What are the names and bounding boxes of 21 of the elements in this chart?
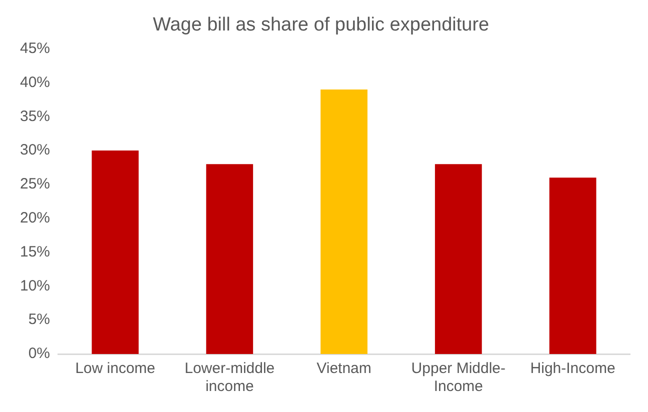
y-tick-label: 20% bbox=[20, 209, 50, 226]
bar bbox=[434, 164, 482, 354]
y-tick-label: 5% bbox=[28, 311, 50, 328]
y-tick-label: 45% bbox=[20, 40, 50, 57]
x-tick-label: Vietnam bbox=[316, 360, 372, 378]
y-tick-label: 0% bbox=[28, 345, 50, 362]
bar bbox=[320, 89, 368, 354]
y-tick-label: 35% bbox=[20, 108, 50, 125]
y-tick-label: 40% bbox=[20, 74, 50, 91]
x-tick-label: High-Income bbox=[530, 360, 616, 378]
bar bbox=[206, 164, 254, 354]
bar bbox=[549, 178, 596, 354]
y-tick-label: 10% bbox=[20, 277, 50, 294]
chart-title: Wage bill as share of public expenditure bbox=[152, 14, 490, 36]
x-tick-label: Lower-middle income bbox=[184, 360, 275, 396]
y-tick-label: 30% bbox=[20, 142, 50, 159]
y-tick-label: 15% bbox=[20, 243, 50, 260]
bar bbox=[92, 150, 139, 354]
x-tick-label: Upper Middle-Income bbox=[411, 360, 506, 396]
x-tick-label: Low income bbox=[75, 360, 156, 378]
y-tick-label: 25% bbox=[20, 176, 50, 193]
